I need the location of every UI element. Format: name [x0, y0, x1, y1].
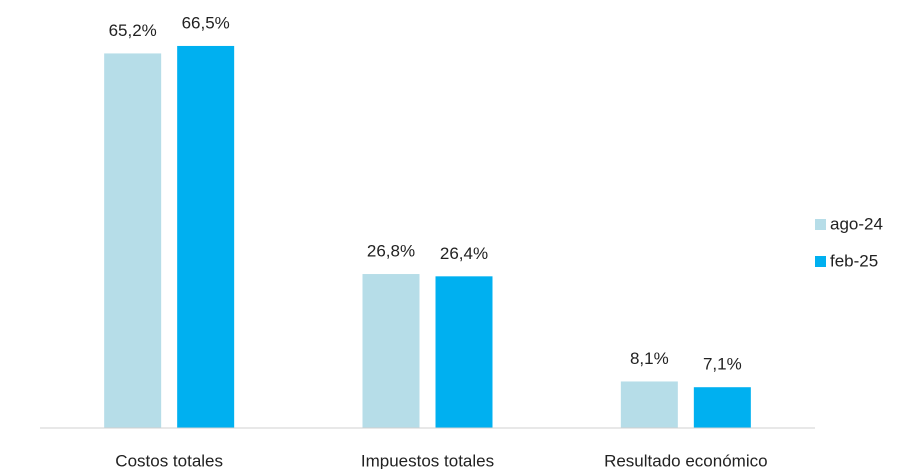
data-label: 8,1% [630, 349, 669, 368]
x-tick-label: Resultado económico [604, 451, 767, 469]
bar [104, 53, 162, 429]
data-label: 26,8% [367, 242, 415, 261]
legend-swatch [815, 219, 826, 230]
bar [620, 381, 678, 428]
bar [435, 276, 493, 428]
legend-label: feb-25 [830, 251, 878, 270]
bar [693, 387, 751, 428]
data-label: 26,4% [440, 244, 488, 263]
bar [362, 274, 420, 428]
legend-swatch [815, 256, 826, 267]
data-label: 7,1% [703, 355, 742, 374]
legend-label: ago-24 [830, 214, 883, 233]
data-label: 66,5% [182, 13, 230, 32]
bar [177, 45, 235, 429]
x-tick-label: Costos totales [115, 451, 223, 469]
data-label: 65,2% [109, 21, 157, 40]
x-tick-label: Impuestos totales [361, 451, 494, 469]
